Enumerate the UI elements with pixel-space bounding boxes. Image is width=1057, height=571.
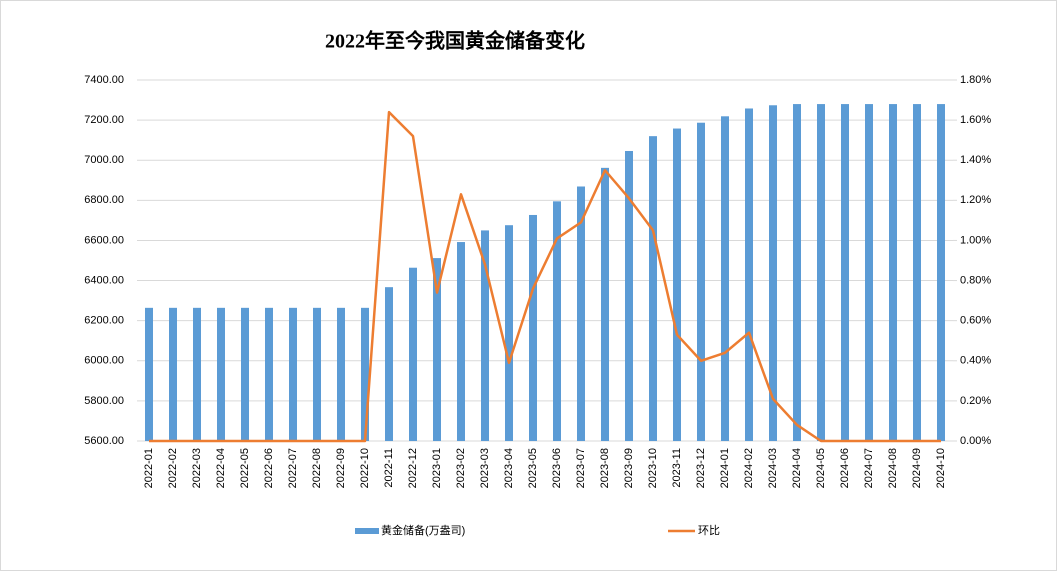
y2-tick-label: 0.00% <box>960 435 991 447</box>
x-tick-label: 2023-02 <box>455 448 467 488</box>
bar <box>769 105 777 442</box>
x-tick-label: 2023-01 <box>431 448 443 488</box>
x-tick-label: 2023-05 <box>527 448 539 488</box>
x-tick-label: 2022-09 <box>335 448 347 488</box>
x-tick-label: 2024-03 <box>767 448 779 488</box>
bar <box>553 201 561 441</box>
y2-tick-label: 1.80% <box>960 74 991 86</box>
y-tick-label: 7000.00 <box>84 154 124 166</box>
y-tick-label: 6800.00 <box>84 194 124 206</box>
x-tick-label: 2024-08 <box>887 448 899 488</box>
x-tick-label: 2024-06 <box>839 448 851 488</box>
bar <box>649 136 657 441</box>
bar <box>913 104 921 442</box>
x-tick-label: 2023-08 <box>599 448 611 488</box>
bar <box>481 230 489 441</box>
x-tick-label: 2023-11 <box>671 448 683 488</box>
x-tick-label: 2022-10 <box>359 448 371 488</box>
bar <box>409 267 417 441</box>
bar <box>361 307 369 441</box>
bar <box>505 225 513 441</box>
y-tick-label: 6200.00 <box>84 315 124 327</box>
chart-title: 2022年至今我国黄金储备变化 <box>325 29 585 53</box>
bar <box>529 214 537 441</box>
bar <box>697 122 705 442</box>
x-tick-label: 2024-01 <box>719 448 731 488</box>
x-tick-label: 2024-04 <box>791 448 803 488</box>
bar <box>601 167 609 442</box>
y2-tick-label: 1.20% <box>960 194 991 206</box>
bar <box>217 307 225 441</box>
bar <box>841 104 849 442</box>
x-tick-label: 2022-02 <box>167 448 179 488</box>
x-tick-label: 2022-12 <box>407 448 419 488</box>
bar <box>817 104 825 442</box>
y-tick-label: 6600.00 <box>84 234 124 246</box>
y-tick-label: 5800.00 <box>84 395 124 407</box>
x-tick-label: 2022-07 <box>287 448 299 488</box>
legend-label: 环比 <box>698 524 720 537</box>
bar <box>625 150 633 441</box>
x-tick-label: 2022-11 <box>383 448 395 488</box>
y2-tick-label: 0.60% <box>960 315 991 327</box>
x-tick-label: 2024-09 <box>911 448 923 488</box>
bar <box>145 307 153 441</box>
bar <box>169 307 177 441</box>
bar <box>937 104 945 442</box>
y-tick-label: 7400.00 <box>84 74 124 86</box>
x-tick-label: 2022-03 <box>191 448 203 488</box>
bar <box>241 307 249 441</box>
legend-label: 黄金储备(万盎司) <box>381 523 465 537</box>
bar <box>889 104 897 442</box>
bar <box>577 186 585 441</box>
bar <box>865 104 873 442</box>
x-tick-label: 2022-08 <box>311 448 323 488</box>
x-tick-label: 2024-10 <box>935 448 947 488</box>
y-tick-label: 5600.00 <box>84 435 124 447</box>
y2-tick-label: 0.20% <box>960 395 991 407</box>
x-tick-label: 2024-02 <box>743 448 755 488</box>
y2-tick-label: 0.80% <box>960 274 991 286</box>
line <box>149 110 941 443</box>
x-tick-label: 2023-09 <box>623 448 635 488</box>
legend-swatch <box>355 528 379 534</box>
y2-tick-label: 1.00% <box>960 234 991 246</box>
x-tick-label: 2022-01 <box>143 448 155 488</box>
x-tick-label: 2023-12 <box>695 448 707 488</box>
y2-tick-label: 0.40% <box>960 355 991 367</box>
x-tick-label: 2024-07 <box>863 448 875 488</box>
y-tick-label: 6400.00 <box>84 274 124 286</box>
x-tick-label: 2024-05 <box>815 448 827 488</box>
bar <box>313 307 321 441</box>
bar <box>289 307 297 441</box>
bar <box>793 104 801 442</box>
y-tick-label: 6000.00 <box>84 355 124 367</box>
bar <box>265 307 273 441</box>
bar <box>193 307 201 441</box>
y-tick-label: 7200.00 <box>84 114 124 126</box>
bar <box>337 307 345 441</box>
x-tick-label: 2023-07 <box>575 448 587 488</box>
bar <box>433 258 441 441</box>
x-tick-label: 2022-04 <box>215 448 227 488</box>
x-tick-label: 2023-04 <box>503 448 515 488</box>
x-tick-label: 2022-06 <box>263 448 275 488</box>
bar <box>673 128 681 442</box>
y2-tick-label: 1.60% <box>960 114 991 126</box>
y2-tick-label: 1.40% <box>960 154 991 166</box>
x-tick-label: 2023-10 <box>647 448 659 488</box>
bar <box>457 242 465 441</box>
x-tick-label: 2023-03 <box>479 448 491 488</box>
bar <box>721 116 729 442</box>
bar <box>745 108 753 442</box>
x-tick-label: 2023-06 <box>551 448 563 488</box>
bar <box>385 287 393 441</box>
x-tick-label: 2022-05 <box>239 448 251 488</box>
